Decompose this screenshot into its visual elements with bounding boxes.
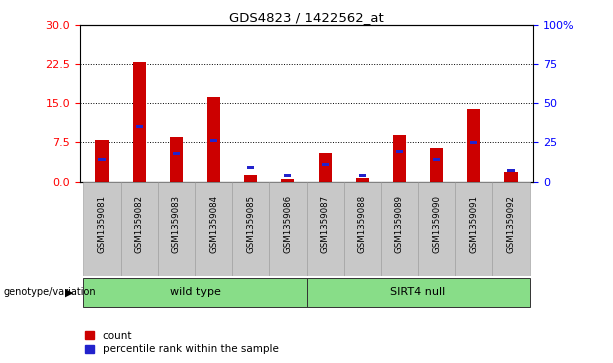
Bar [356,178,369,182]
Text: GSM1359091: GSM1359091 [470,195,478,253]
Bar [244,175,257,182]
Text: GSM1359088: GSM1359088 [358,195,367,253]
Bar [207,97,220,182]
Bar [508,169,514,172]
Text: genotype/variation: genotype/variation [3,287,96,297]
Bar [121,182,158,276]
Text: GSM1359087: GSM1359087 [321,195,330,253]
Bar [247,166,254,169]
Bar [455,182,492,276]
Bar [381,182,418,276]
Bar [99,158,105,161]
Text: GSM1359083: GSM1359083 [172,195,181,253]
Text: wild type: wild type [170,287,221,297]
Bar [83,278,306,307]
Bar [492,182,530,276]
Bar [319,153,332,182]
Bar [281,179,294,182]
Text: GSM1359090: GSM1359090 [432,195,441,253]
Bar [306,182,344,276]
Bar [158,182,195,276]
Bar [467,109,481,182]
Bar [433,158,440,161]
Bar [393,135,406,182]
Text: GSM1359092: GSM1359092 [506,195,516,253]
Bar [96,140,109,182]
Bar [195,182,232,276]
Bar [430,148,443,182]
Text: GSM1359082: GSM1359082 [135,195,143,253]
Text: GSM1359085: GSM1359085 [246,195,255,253]
Bar [170,137,183,182]
Bar [210,139,217,142]
Bar [504,172,517,182]
Bar [173,152,180,155]
Bar [232,182,269,276]
Bar [470,141,478,144]
Bar [284,174,292,177]
Text: GSM1359086: GSM1359086 [283,195,292,253]
Bar [269,182,306,276]
Text: GSM1359089: GSM1359089 [395,195,404,253]
Bar [359,174,366,177]
Title: GDS4823 / 1422562_at: GDS4823 / 1422562_at [229,11,384,24]
Legend: count, percentile rank within the sample: count, percentile rank within the sample [85,331,278,354]
Text: SIRT4 null: SIRT4 null [390,287,446,297]
Bar [418,182,455,276]
Bar [344,182,381,276]
Text: GSM1359084: GSM1359084 [209,195,218,253]
Bar [135,125,143,129]
Bar [83,182,121,276]
Bar [132,62,146,182]
Bar [396,150,403,154]
Text: ▶: ▶ [65,287,74,297]
Text: GSM1359081: GSM1359081 [97,195,107,253]
Bar [321,163,329,166]
Bar [306,278,530,307]
